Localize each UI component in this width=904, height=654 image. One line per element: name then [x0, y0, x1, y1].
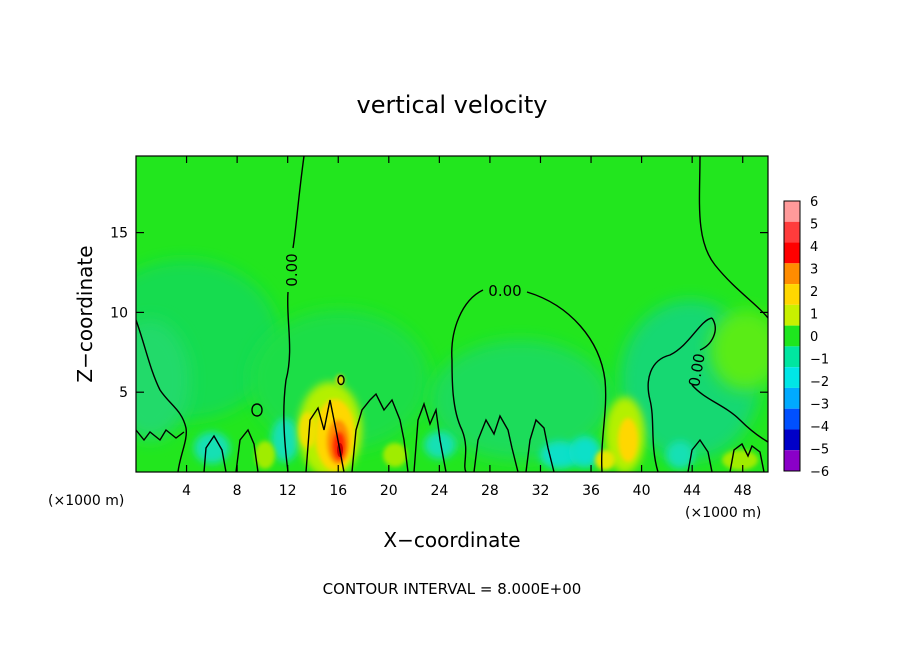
- colorbar-swatch: [784, 429, 800, 451]
- contour-label-1: 0.00: [283, 253, 301, 286]
- colorbar-label: −6: [810, 465, 829, 480]
- x-tick-label: 12: [279, 483, 297, 499]
- x-tick-label: 48: [734, 483, 752, 499]
- chart-title: vertical velocity: [357, 91, 548, 119]
- contour-line-10: [203, 434, 227, 472]
- field-updraft-low-2: [255, 441, 275, 469]
- contour-lines: [136, 156, 768, 472]
- y-axis-label: Z−coordinate: [73, 245, 97, 382]
- colorbar-label: 4: [810, 240, 818, 255]
- colorbar-swatch: [784, 242, 800, 264]
- colorbar-label: −3: [810, 398, 829, 413]
- contour-line-6: [647, 317, 713, 472]
- colorbar: 6 5 4 3 2 1 0 −1 −2 −3 −4 −5 −6: [783, 195, 829, 480]
- colorbar-label: 5: [810, 218, 818, 233]
- colorbar-label: −2: [810, 375, 829, 390]
- y-tick-label: 10: [110, 305, 128, 321]
- field-updraft-right-core: [618, 418, 638, 462]
- contour-line-9: [136, 428, 185, 442]
- contour-line-15: [413, 401, 447, 472]
- colorbar-label: 3: [810, 263, 818, 278]
- colorbar-frame: [783, 200, 801, 472]
- contour-line-19: [729, 442, 765, 472]
- field-cyan-5: [666, 441, 694, 469]
- contour-line-8: [691, 384, 768, 443]
- contour-label-3: 0.00: [685, 352, 709, 388]
- x-tick-label: 20: [380, 483, 398, 499]
- x-unit-right: (×1000 m): [685, 505, 761, 521]
- x-axis-label: X−coordinate: [383, 528, 520, 552]
- colorbar-swatch: [784, 325, 800, 347]
- x-axis: 4 8 12 16 20 24 28 32 36 40 44 48: [182, 156, 752, 499]
- colorbar-swatch: [784, 284, 800, 305]
- contour-line-1: [283, 156, 305, 472]
- colorbar-swatch: [784, 408, 800, 430]
- contour-line-13: [305, 399, 345, 472]
- contour-line-18: [687, 438, 713, 472]
- contour-line-5: [136, 319, 188, 472]
- heatmap-field: [136, 156, 768, 472]
- field-downdraft-left-core: [136, 320, 190, 440]
- contour-line-7: [699, 317, 716, 351]
- colorbar-swatch: [784, 221, 800, 243]
- contour-line-16: [473, 414, 519, 472]
- field-updraft-yellow-2: [299, 412, 317, 448]
- colorbar-label: −4: [810, 420, 829, 435]
- field-updraft-right-small: [595, 450, 615, 470]
- contour-line-11: [235, 428, 259, 472]
- x-unit-left: (×1000 m): [48, 493, 124, 509]
- field-cyan-1: [194, 432, 230, 464]
- plot-frame: [135, 155, 769, 473]
- x-tick-label: 36: [582, 483, 600, 499]
- contour-labels: 0.00 0.00 0.00: [283, 253, 709, 388]
- contour-line-3: [526, 291, 607, 472]
- contour-line-4: [698, 156, 768, 319]
- colorbar-label: 0: [810, 330, 818, 345]
- colorbar-swatch: [784, 387, 800, 409]
- y-tick-label: 5: [119, 385, 128, 401]
- y-axis: 5 10 15: [110, 226, 768, 401]
- colorbar-swatch: [784, 201, 800, 222]
- contour-label-2: 0.00: [488, 282, 521, 300]
- colorbar-label: 2: [810, 285, 818, 300]
- colorbar-label: −5: [810, 443, 829, 458]
- y-tick-label: 15: [110, 226, 128, 242]
- colorbar-swatch: [784, 304, 800, 326]
- contour-line-12: [251, 403, 263, 417]
- field-cyan-4: [569, 436, 601, 468]
- colorbar-swatch: [784, 450, 800, 471]
- x-tick-label: 44: [683, 483, 701, 499]
- colorbar-label: 6: [810, 195, 818, 210]
- x-tick-label: 28: [481, 483, 499, 499]
- contour-line-20: [337, 374, 345, 386]
- field-updraft-low: [383, 443, 407, 467]
- field-updraft-low-3: [722, 450, 758, 470]
- x-tick-label: 24: [430, 483, 448, 499]
- field-downdraft-center: [430, 340, 610, 460]
- colorbar-swatch: [784, 346, 800, 368]
- x-tick-label: 4: [182, 483, 191, 499]
- contour-line-2: [451, 289, 484, 472]
- x-tick-label: 16: [329, 483, 347, 499]
- colorbar-label: 1: [810, 308, 818, 323]
- x-tick-label: 40: [633, 483, 651, 499]
- contour-line-17: [525, 418, 555, 472]
- x-tick-label: 32: [532, 483, 550, 499]
- contour-interval-text: CONTOUR INTERVAL = 8.000E+00: [323, 580, 582, 598]
- x-tick-label: 8: [233, 483, 242, 499]
- colorbar-label: −1: [810, 353, 829, 368]
- field-weak-up-right: [710, 310, 768, 390]
- field-cyan-6: [424, 431, 456, 459]
- colorbar-swatch: [784, 263, 800, 285]
- colorbar-swatch: [784, 367, 800, 388]
- contour-line-14: [351, 392, 409, 472]
